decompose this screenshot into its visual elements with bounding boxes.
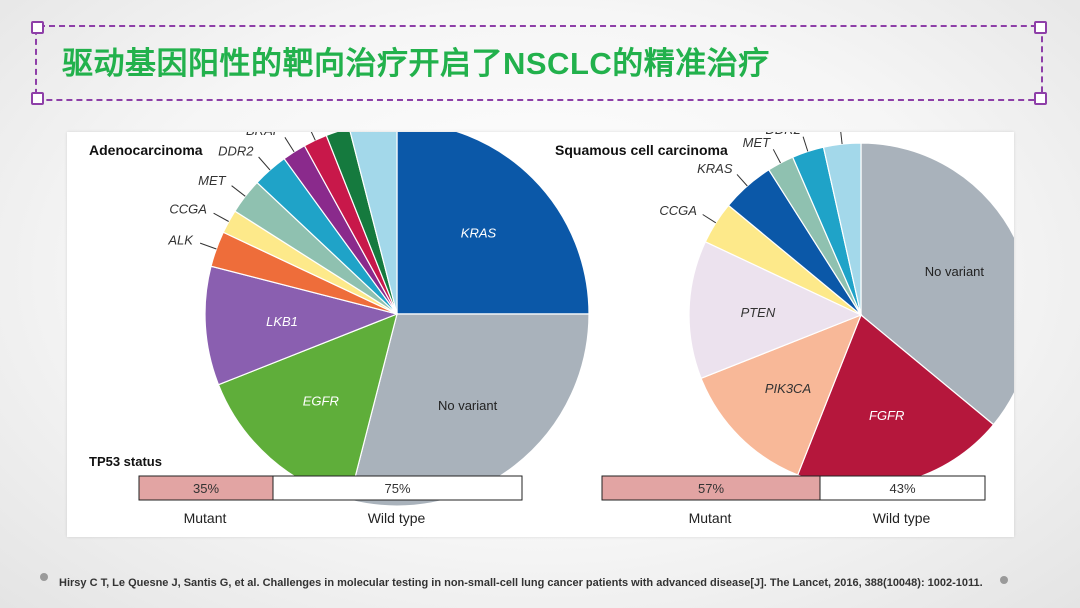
tp53-wildtype-value: 75% — [384, 481, 410, 496]
tp53-wildtype-bar — [272, 475, 523, 501]
leader-line-kras — [736, 174, 748, 187]
slice-label-pten: PTEN — [741, 305, 776, 320]
pie-chart-adenocarcinoma: Adenocarcinoma KRAS No variant EGFR LKB1 ALK C… — [89, 132, 590, 526]
pie-slice-erbb2 — [325, 132, 398, 315]
figure-panel: Adenocarcinoma KRAS No variant EGFR LKB1 ALK C… — [67, 132, 1014, 537]
pie-slice-other — [822, 142, 862, 316]
tp53-mutant-legend: Mutant — [184, 510, 227, 526]
pie-charts-figure: Adenocarcinoma KRAS No variant EGFR LKB1 ALK C… — [89, 132, 1014, 526]
title-frame — [31, 21, 1047, 105]
leader-line-ddr2 — [258, 156, 271, 171]
chart-title: Squamous cell carcinoma — [555, 142, 728, 158]
leader-line-ddr2 — [802, 136, 809, 152]
tp53-wildtype-legend: Wild type — [873, 510, 931, 526]
leader-line-alk — [199, 242, 217, 250]
slice-label-no-variant: No variant — [438, 398, 498, 413]
slice-label-braf: BRAF — [246, 132, 282, 138]
leader-line-other — [840, 132, 843, 145]
chart-title: Adenocarcinoma — [89, 142, 203, 158]
leader-line-ccga — [213, 212, 229, 222]
slice-label-no-variant: No variant — [925, 264, 985, 279]
pie-chart-squamous-cell-carcinoma: Squamous cell carcinoma No variant FGFR PIK… — [555, 132, 1014, 526]
leader-line-fgfr — [310, 132, 316, 141]
slice-label-ccga: CCGA — [169, 202, 207, 217]
pie-slice-no-variant — [860, 142, 1014, 426]
pie-slice-pik3ca — [700, 313, 863, 476]
leader-line-met — [231, 185, 246, 197]
tp53-mutant-legend: Mutant — [689, 510, 732, 526]
tp53-status-label: TP53 status — [89, 454, 162, 469]
frame-corner-top-left — [31, 21, 44, 34]
pie-slice-pten — [688, 240, 863, 380]
decor-dot-right — [1000, 576, 1008, 584]
slice-label-pik3ca: PIK3CA — [765, 381, 811, 396]
slice-label-alk: ALK — [167, 233, 194, 248]
citation-text: Hirsy C T, Le Quesne J, Santis G, et al.… — [59, 577, 983, 589]
pie-slice-no-variant — [348, 313, 590, 507]
slice-label-met: MET — [743, 135, 772, 150]
slide-title: 驱动基因阳性的靶向治疗开启了NSCLC的精准治疗 — [62, 46, 770, 81]
pie-slice-kras — [396, 132, 590, 315]
tp53-mutant-bar — [138, 475, 274, 501]
slice-label-ddr2: DDR2 — [765, 132, 801, 137]
pie-slice-lkb1 — [204, 265, 399, 386]
slice-label-ccga: CCGA — [659, 203, 697, 218]
slice-label-kras: KRAS — [461, 226, 497, 241]
slice-label-met: MET — [198, 173, 227, 188]
tp53-wildtype-value: 43% — [889, 481, 915, 496]
tp53-wildtype-legend: Wild type — [368, 510, 426, 526]
slice-label-egfr: EGFR — [303, 393, 339, 408]
frame-corner-bottom-left — [31, 92, 44, 105]
decor-dot-left — [40, 573, 48, 581]
pie-slice-other — [349, 132, 398, 315]
tp53-mutant-value: 57% — [698, 481, 724, 496]
leader-line-met — [772, 149, 781, 164]
tp53-wildtype-bar — [819, 475, 986, 501]
tp53-mutant-value: 35% — [193, 481, 219, 496]
leader-line-ccga — [702, 214, 717, 224]
slice-label-kras: KRAS — [697, 161, 733, 176]
slice-label-ddr2: DDR2 — [218, 143, 254, 158]
leader-line-braf — [284, 137, 295, 153]
frame-corner-top-right — [1034, 21, 1047, 34]
frame-corner-bottom-right — [1034, 92, 1047, 105]
slice-label-fgfr: FGFR — [869, 408, 904, 423]
slice-label-lkb1: LKB1 — [266, 314, 298, 329]
